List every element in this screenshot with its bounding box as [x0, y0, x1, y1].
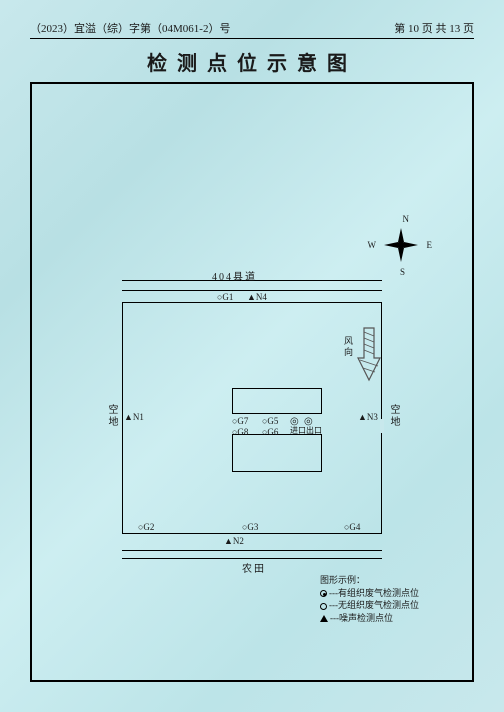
road-top-label: 404县道	[212, 268, 257, 283]
triangle-icon	[320, 615, 328, 622]
gate-gap	[380, 419, 384, 433]
pt-g8: ○G8	[232, 427, 248, 437]
road-bottom-label: 农田	[242, 560, 266, 575]
road-line-top2	[122, 290, 382, 291]
outer-frame: N S E W 404县道 ○G1 ▲N4 空地 ▲N1 ▲N3 空地	[30, 82, 474, 682]
pt-g7: ○G7	[232, 416, 248, 426]
legend-title: 图形示例：	[320, 574, 419, 587]
building-bottom	[232, 434, 322, 472]
pt-g1: ○G1	[217, 292, 233, 302]
page-title: 检测点位示意图	[30, 47, 474, 76]
compass-icon	[380, 224, 422, 266]
wind-label: 风向	[342, 336, 355, 358]
pt-g4: ○G4	[344, 522, 360, 532]
compass-s: S	[400, 267, 405, 277]
side-left-label: 空地	[104, 404, 119, 428]
pt-g6: ○G6	[262, 427, 278, 437]
compass-e: E	[427, 240, 433, 250]
page-header: （2023）宜溢（综）字第（04M061-2）号 第 10 页 共 13 页	[30, 20, 474, 39]
gate-label: 进口出口	[290, 425, 322, 436]
road-line-bot2	[122, 558, 382, 559]
road-line-bot1	[122, 550, 382, 551]
circle-icon	[320, 603, 327, 610]
pt-g5: ○G5	[262, 416, 278, 426]
header-right: 第 10 页 共 13 页	[394, 20, 474, 36]
side-right-label: 空地	[386, 404, 401, 428]
building-top	[232, 388, 322, 414]
pt-g2: ○G2	[138, 522, 154, 532]
wind-arrow-icon	[356, 326, 382, 382]
pt-n3: ▲N3	[358, 412, 378, 422]
header-left: （2023）宜溢（综）字第（04M061-2）号	[30, 20, 230, 36]
legend-row-1: ---有组织废气检测点位	[320, 587, 419, 600]
legend-row-3: ---噪声检测点位	[320, 612, 419, 625]
compass-n: N	[403, 214, 410, 224]
legend-row-2: ---无组织废气检测点位	[320, 599, 419, 612]
dotted-circle-icon	[320, 590, 327, 597]
legend: 图形示例： ---有组织废气检测点位 ---无组织废气检测点位 ---噪声检测点…	[320, 574, 419, 624]
compass-w: W	[368, 240, 377, 250]
pt-n2: ▲N2	[224, 536, 244, 546]
pt-n1: ▲N1	[124, 412, 144, 422]
pt-g3: ○G3	[242, 522, 258, 532]
pt-n4: ▲N4	[247, 292, 267, 302]
